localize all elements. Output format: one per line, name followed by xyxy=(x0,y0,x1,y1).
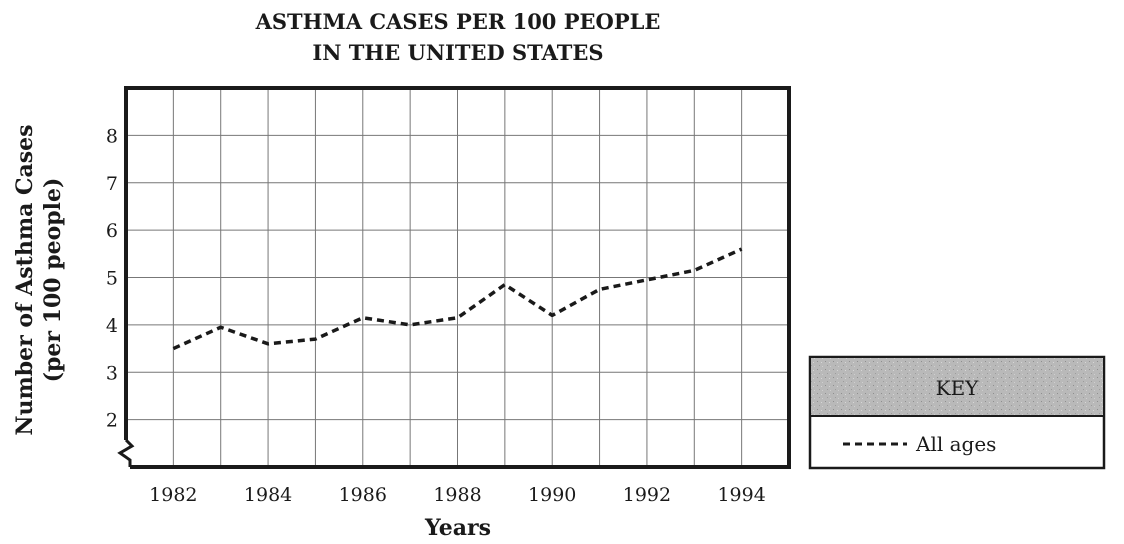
plot-frame xyxy=(117,86,791,469)
plot-grid xyxy=(126,88,789,467)
y-tick-label: 3 xyxy=(106,362,118,384)
x-tick-labels: 1982 1984 1986 1988 1990 1992 1994 xyxy=(149,484,766,506)
y-tick-label: 7 xyxy=(106,173,118,195)
axis-break-mark xyxy=(117,438,135,467)
y-tick-label: 4 xyxy=(106,315,118,337)
y-axis-title-line-2: (per 100 people) xyxy=(40,178,66,383)
legend-title: KEY xyxy=(936,376,980,400)
x-tick-label: 1992 xyxy=(623,484,671,506)
x-tick-label: 1988 xyxy=(433,484,481,506)
x-axis-title: Years xyxy=(424,515,491,541)
legend: KEY All ages xyxy=(808,355,1106,470)
y-tick-labels: 2 3 4 5 6 7 8 xyxy=(106,125,118,431)
plot-border xyxy=(124,86,791,469)
x-tick-label: 1982 xyxy=(149,484,197,506)
chart-title-line-2: IN THE UNITED STATES xyxy=(312,40,603,65)
y-tick-label: 2 xyxy=(106,410,118,432)
legend-header-fill xyxy=(811,358,1103,416)
legend-label-all-ages: All ages xyxy=(915,432,996,456)
x-tick-label: 1994 xyxy=(717,484,765,506)
x-tick-label: 1984 xyxy=(244,484,292,506)
chart-title-line-1: ASTHMA CASES PER 100 PEOPLE xyxy=(255,9,661,34)
x-tick-label: 1986 xyxy=(339,484,387,506)
x-tick-label: 1990 xyxy=(528,484,576,506)
y-tick-label: 5 xyxy=(106,268,118,290)
y-tick-label: 6 xyxy=(106,220,118,242)
y-axis-title-line-1: Number of Asthma Cases xyxy=(12,124,38,435)
y-tick-label: 8 xyxy=(106,125,118,147)
series-line-all-ages xyxy=(172,247,743,351)
series-layer xyxy=(172,247,743,351)
